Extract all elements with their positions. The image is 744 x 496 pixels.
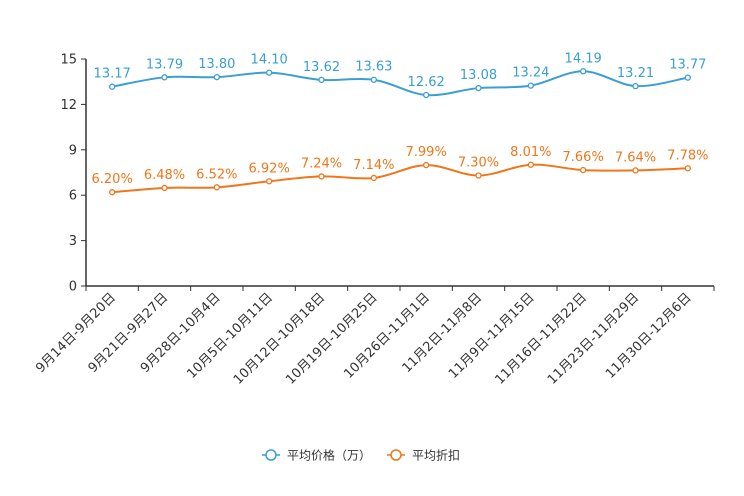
y-tick-label: 15 <box>60 53 77 68</box>
data-point <box>527 82 534 89</box>
data-label: 7.64% <box>615 150 656 165</box>
data-point <box>318 76 325 84</box>
data-label: 13.08 <box>460 68 497 83</box>
data-label: 13.77 <box>669 58 706 73</box>
data-label: 13.17 <box>94 67 131 82</box>
chart-legend: 平均价格（万） 平均折扣 <box>262 448 460 463</box>
data-label: 13.24 <box>512 66 549 81</box>
data-label: 13.79 <box>146 57 183 72</box>
x-tick-label: 10月12日-10月18日 <box>231 290 328 387</box>
data-point <box>423 91 430 99</box>
data-point <box>684 74 691 81</box>
chart-series: 13.17 13.79 13.80 14.10 13.62 13.63 12.62 13.08… <box>92 51 708 196</box>
y-tick-label: 3 <box>69 234 77 249</box>
data-label: 12.62 <box>408 75 445 90</box>
data-point <box>213 74 220 81</box>
series-line <box>112 163 688 194</box>
series-1: 13.17 13.79 13.80 14.10 13.62 13.63 12.62 13.08… <box>94 51 706 99</box>
data-point <box>527 161 534 168</box>
data-point <box>213 184 220 191</box>
data-label: 14.10 <box>251 53 288 68</box>
series-line <box>111 70 689 97</box>
data-label: 13.63 <box>355 60 392 75</box>
legend-item-1: 平均价格（万） <box>262 448 371 463</box>
y-tick-label: 9 <box>69 143 77 158</box>
data-label: 6.92% <box>249 161 290 176</box>
data-point <box>109 189 116 196</box>
x-tick-label: 11月16日-11月22日 <box>493 290 590 387</box>
data-label: 7.99% <box>406 145 447 160</box>
data-label: 7.66% <box>563 150 604 165</box>
data-label: 6.20% <box>92 172 133 187</box>
x-tick-label: 10月19日-10月25日 <box>283 290 380 387</box>
data-point <box>266 178 273 185</box>
data-label: 13.62 <box>303 60 340 75</box>
data-point <box>161 184 168 192</box>
data-point <box>580 166 587 174</box>
data-point <box>580 68 587 75</box>
chart-axes: 036912159月14日-9月20日9月21日-9月27日9月28日-10月4… <box>33 53 715 388</box>
data-label: 8.01% <box>510 145 551 160</box>
data-label: 6.48% <box>144 168 185 183</box>
x-tick-label: 11月23日-11月29日 <box>545 290 642 387</box>
data-label: 13.21 <box>617 66 654 81</box>
data-point <box>318 173 325 180</box>
legend-label: 平均价格（万） <box>287 448 371 463</box>
data-point <box>161 74 168 81</box>
legend-marker-icon <box>265 449 277 461</box>
data-point <box>475 84 482 92</box>
series-2: 6.20% 6.48% 6.52% 6.92% 7.24% 7.14% 7.99% 7.30%… <box>92 145 708 196</box>
y-tick-label: 12 <box>60 98 77 113</box>
data-point <box>632 167 639 174</box>
data-point <box>684 165 691 172</box>
legend-label: 平均折扣 <box>412 448 460 463</box>
data-label: 6.52% <box>196 167 237 182</box>
legend-marker-icon <box>390 449 402 461</box>
data-label: 13.80 <box>198 57 235 72</box>
data-label: 14.19 <box>565 51 602 66</box>
data-point <box>632 82 639 90</box>
data-label: 7.78% <box>667 148 708 163</box>
data-label: 7.24% <box>301 156 342 171</box>
data-point <box>109 83 116 90</box>
data-point <box>266 69 273 76</box>
y-tick-label: 0 <box>69 280 77 295</box>
data-point <box>423 161 430 169</box>
data-point <box>370 174 377 182</box>
data-point <box>370 76 377 83</box>
data-label: 7.14% <box>353 158 394 173</box>
y-tick-label: 6 <box>69 189 77 204</box>
legend-item-2: 平均折扣 <box>387 448 460 463</box>
data-point <box>475 172 482 179</box>
data-label: 7.30% <box>458 156 499 171</box>
